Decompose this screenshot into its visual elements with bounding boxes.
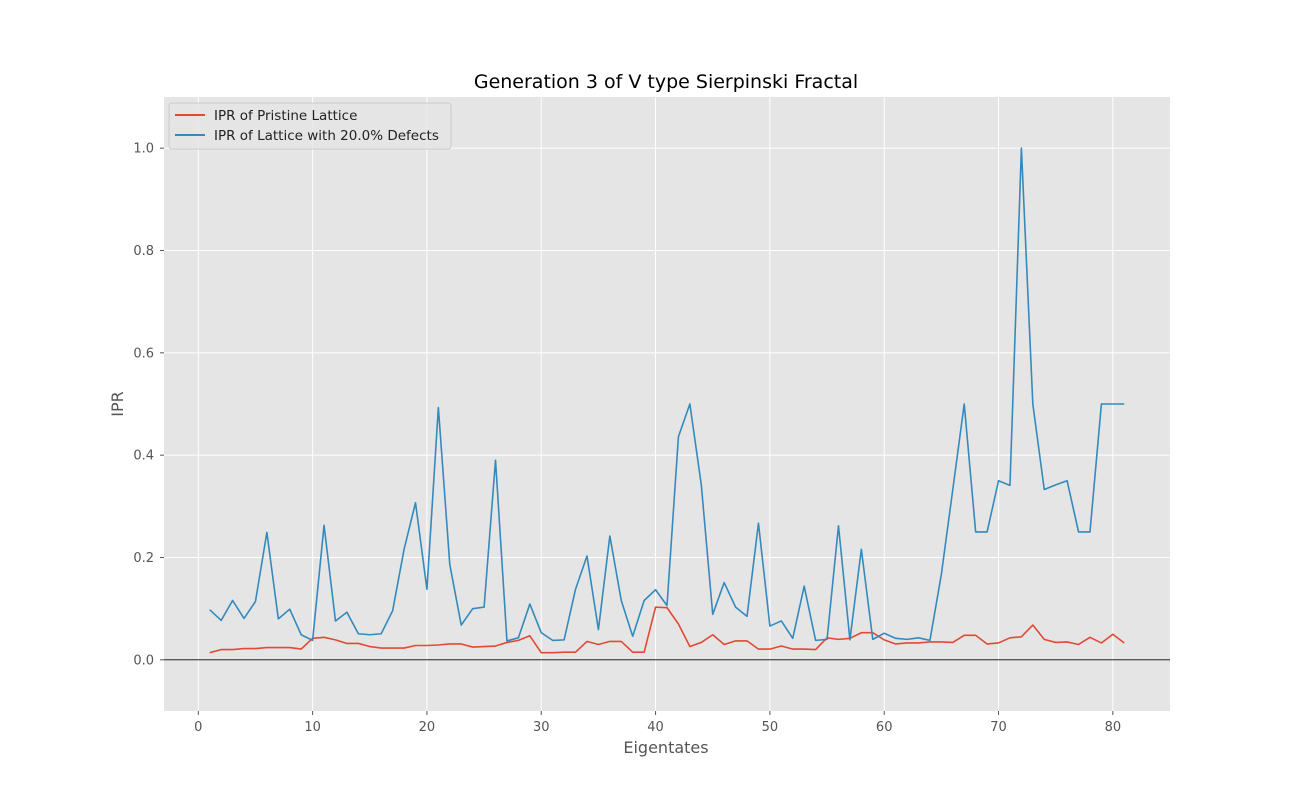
tick-labels: 0 10 20 30 40 50 60 70 80 0.0 0.2 0.4 0.6 0.8 1.0 — [133, 142, 1121, 735]
legend: IPR of Pristine Lattice IPR of Lattice w… — [168, 102, 452, 150]
y-axis-label: IPR — [108, 391, 127, 416]
x-tick-label: 0 — [194, 720, 202, 735]
y-tick-label: 0.2 — [133, 551, 154, 566]
x-axis-label: Eigentates — [623, 738, 708, 757]
legend-box — [168, 102, 452, 150]
series-layer — [209, 147, 1125, 654]
chart-title: Generation 3 of V type Sierpinski Fracta… — [474, 71, 858, 93]
y-tick-label: 0.0 — [133, 653, 154, 668]
legend-label-defects: IPR of Lattice with 20.0% Defects — [214, 128, 439, 144]
x-tick-label: 20 — [419, 720, 436, 735]
x-tick-label: 50 — [762, 720, 779, 735]
x-tick-label: 10 — [304, 720, 321, 735]
x-tick-label: 80 — [1105, 720, 1122, 735]
x-tick-label: 70 — [990, 720, 1007, 735]
x-tick-label: 40 — [647, 720, 664, 735]
y-tick-label: 0.6 — [133, 346, 154, 361]
y-tick-label: 0.8 — [133, 244, 154, 259]
y-tick-label: 0.4 — [133, 449, 154, 464]
series-line-defects — [209, 147, 1125, 642]
series-line-pristine — [209, 606, 1125, 654]
x-tick-label: 60 — [876, 720, 893, 735]
x-tick-label: 30 — [533, 720, 550, 735]
legend-label-pristine: IPR of Pristine Lattice — [214, 108, 357, 124]
y-tick-label: 1.0 — [133, 142, 154, 157]
